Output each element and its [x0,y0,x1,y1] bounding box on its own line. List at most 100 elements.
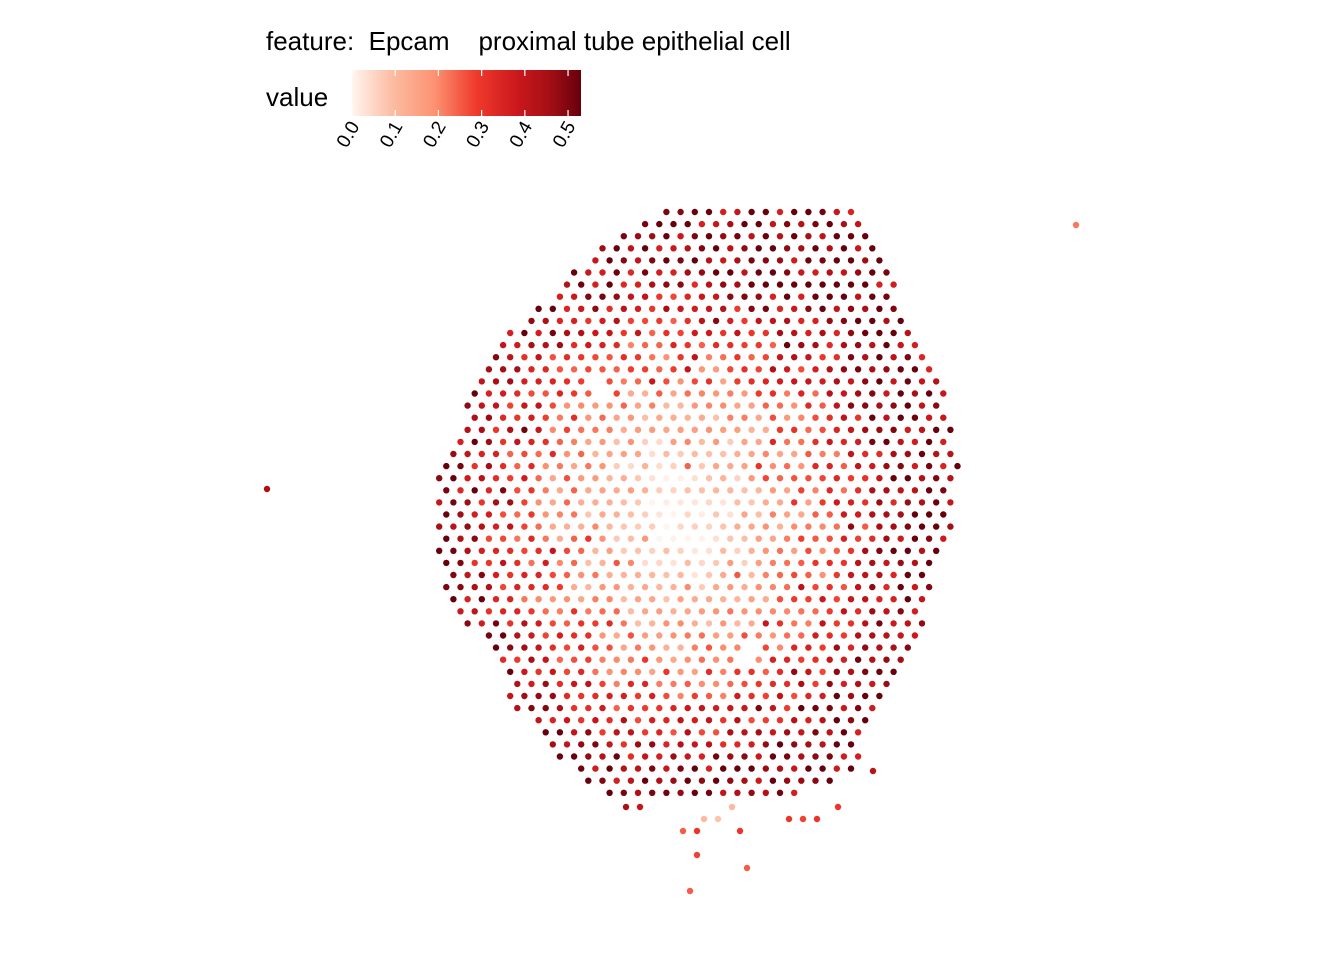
spot [918,523,926,530]
spot [762,789,769,796]
spot [606,329,613,337]
spot [762,523,769,530]
spot [450,499,457,506]
spot [727,680,734,688]
spot [634,281,642,288]
spot [663,329,670,337]
spot [570,632,578,639]
spot [783,269,791,276]
spot [691,596,698,603]
spot [641,293,649,300]
spot [940,390,947,397]
spot [585,390,592,397]
spot [514,656,521,663]
spot [762,329,769,337]
spot [897,608,904,615]
spot [450,596,457,603]
spot [649,329,656,337]
spot [698,220,706,228]
spot [613,269,620,276]
spot [698,535,706,542]
spot [450,475,457,482]
spot [507,692,514,700]
spot [883,680,890,688]
spot [819,523,826,530]
spot [847,644,855,651]
spot [762,378,769,385]
spot [776,765,784,772]
feature-name: Epcam [368,26,450,56]
spot [514,535,521,542]
spot [840,317,848,325]
spot [862,354,869,361]
spot [535,475,542,482]
spot [606,499,613,506]
spot [585,438,592,446]
spot [869,583,876,591]
spot [521,402,528,409]
spot [755,366,762,373]
spot [492,402,500,409]
spot [627,559,635,567]
spot [535,571,542,579]
spot [521,378,528,385]
spot [720,475,727,482]
spot [734,523,741,530]
spot [812,680,819,688]
spot [563,620,571,627]
spot [826,317,833,325]
spot [670,438,677,446]
spot [705,208,713,216]
spot [720,765,727,772]
spot [585,559,592,567]
spot [556,704,564,712]
spot [819,402,826,409]
spot [798,341,805,349]
spot [620,281,627,288]
spot [705,596,713,603]
spot [691,208,698,216]
spot [791,499,798,506]
spot [578,450,585,458]
spot [507,668,514,675]
spot [720,741,727,748]
spot [620,233,627,240]
spot [840,656,848,663]
spot [641,317,649,325]
spot [656,366,663,373]
spot [755,414,762,421]
spot [840,462,848,470]
spot [691,523,698,530]
spot [599,245,606,252]
spot [634,523,642,530]
spot [854,632,862,639]
spot [691,668,698,675]
spot [585,729,592,736]
spot [911,366,919,373]
spot [563,692,571,700]
spot [649,596,656,603]
spot [606,426,613,433]
spot [776,717,784,724]
spot [585,583,592,591]
spot [649,717,656,724]
spot [762,257,769,264]
spot [812,753,819,760]
spot [578,499,585,506]
spot [776,668,784,675]
spot [847,596,855,603]
spot [627,680,635,688]
spot [776,789,784,796]
spot [542,704,549,712]
spot [663,257,670,264]
spot [840,704,848,712]
spot [641,511,649,518]
spot [514,390,521,397]
spot [783,438,791,446]
spot [663,789,670,796]
spot [570,680,578,688]
spot [748,765,755,772]
spot [599,729,606,736]
spot [897,656,904,663]
